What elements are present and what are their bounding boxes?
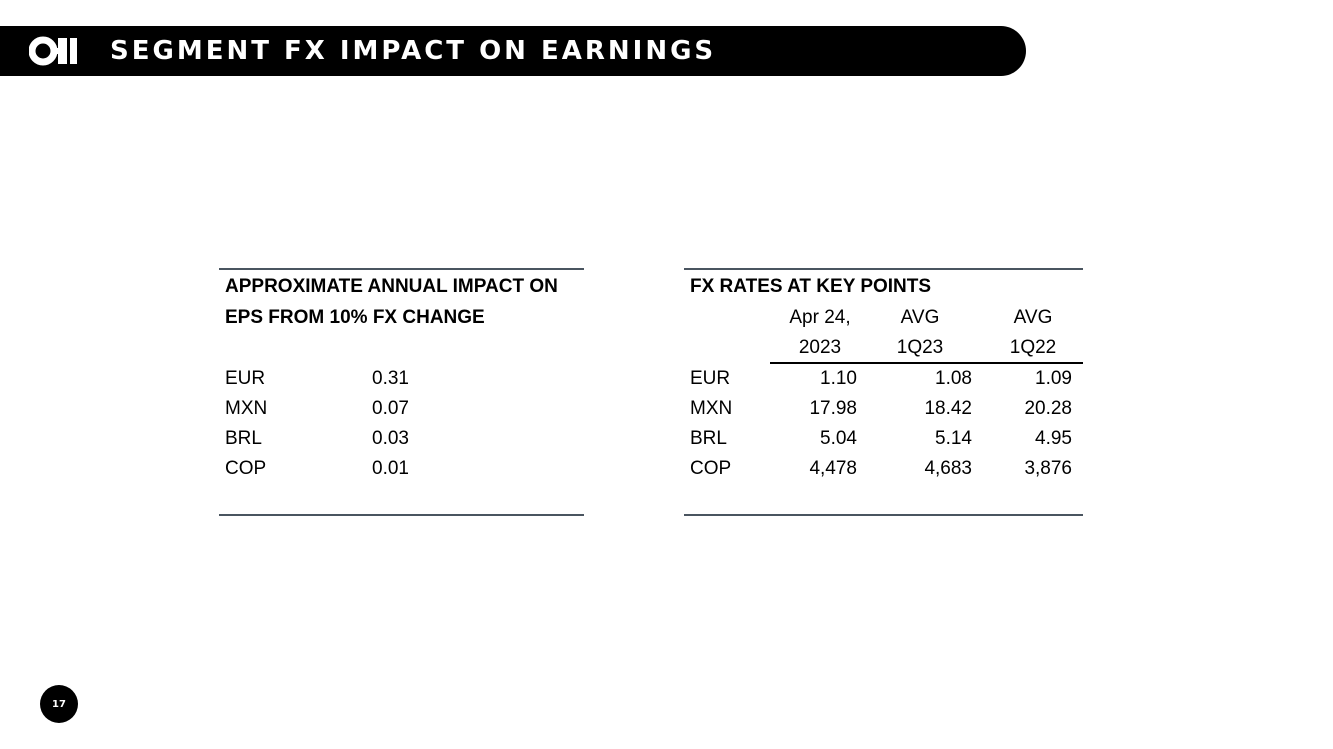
fx-col-header: 2023	[798, 337, 842, 358]
fx-row-value: 1.10	[820, 368, 857, 389]
fx-row-currency: EUR	[690, 368, 731, 389]
fx-row-value: 20.28	[1024, 398, 1072, 419]
fx-col-header: 1Q23	[896, 337, 944, 358]
fx-col-header: Apr 24,	[789, 307, 851, 328]
fx-row-currency: BRL	[690, 428, 727, 449]
eps-table-title-line2: EPS FROM 10% FX CHANGE	[225, 307, 485, 328]
fx-row-value: 18.42	[924, 398, 972, 419]
fx-row-value: 4,683	[924, 458, 972, 479]
eps-row-impact: 0.03	[372, 428, 409, 449]
eps-row-impact: 0.01	[372, 458, 409, 479]
fx-row-value: 1.09	[1035, 368, 1072, 389]
fx-row-value: 1.08	[935, 368, 972, 389]
eps-row-impact: 0.31	[372, 368, 409, 389]
fx-table-top-rule	[684, 268, 1083, 270]
fx-row-value: 17.98	[809, 398, 857, 419]
fx-row-value: 4.95	[1035, 428, 1072, 449]
fx-table-bottom-rule	[684, 514, 1083, 516]
fx-header-underline	[770, 362, 1083, 364]
eps-table-top-rule	[219, 268, 584, 270]
eps-table-title-line1: APPROXIMATE ANNUAL IMPACT ON	[225, 276, 558, 297]
fx-row-value: 5.04	[820, 428, 857, 449]
eps-row-currency: EUR	[225, 368, 266, 389]
page-number-badge: 17	[40, 685, 78, 723]
fx-table-title: FX RATES AT KEY POINTS	[690, 276, 932, 297]
eps-row-currency: COP	[225, 458, 267, 479]
page-title: SEGMENT FX IMPACT ON EARNINGS	[110, 36, 717, 66]
fx-row-value: 3,876	[1024, 458, 1072, 479]
eps-row-currency: MXN	[225, 398, 268, 419]
page-number: 17	[52, 698, 66, 710]
eps-row-impact: 0.07	[372, 398, 409, 419]
eps-row-currency: BRL	[225, 428, 262, 449]
title-banner: SEGMENT FX IMPACT ON EARNINGS	[0, 26, 1026, 76]
fx-col-header: AVG	[900, 307, 940, 328]
fx-row-currency: MXN	[690, 398, 733, 419]
company-logo	[29, 36, 77, 66]
fx-col-header: AVG	[1013, 307, 1053, 328]
eps-table-bottom-rule	[219, 514, 584, 516]
fx-row-value: 5.14	[935, 428, 972, 449]
fx-row-currency: COP	[690, 458, 732, 479]
fx-col-header: 1Q22	[1009, 337, 1057, 358]
fx-row-value: 4,478	[809, 458, 857, 479]
